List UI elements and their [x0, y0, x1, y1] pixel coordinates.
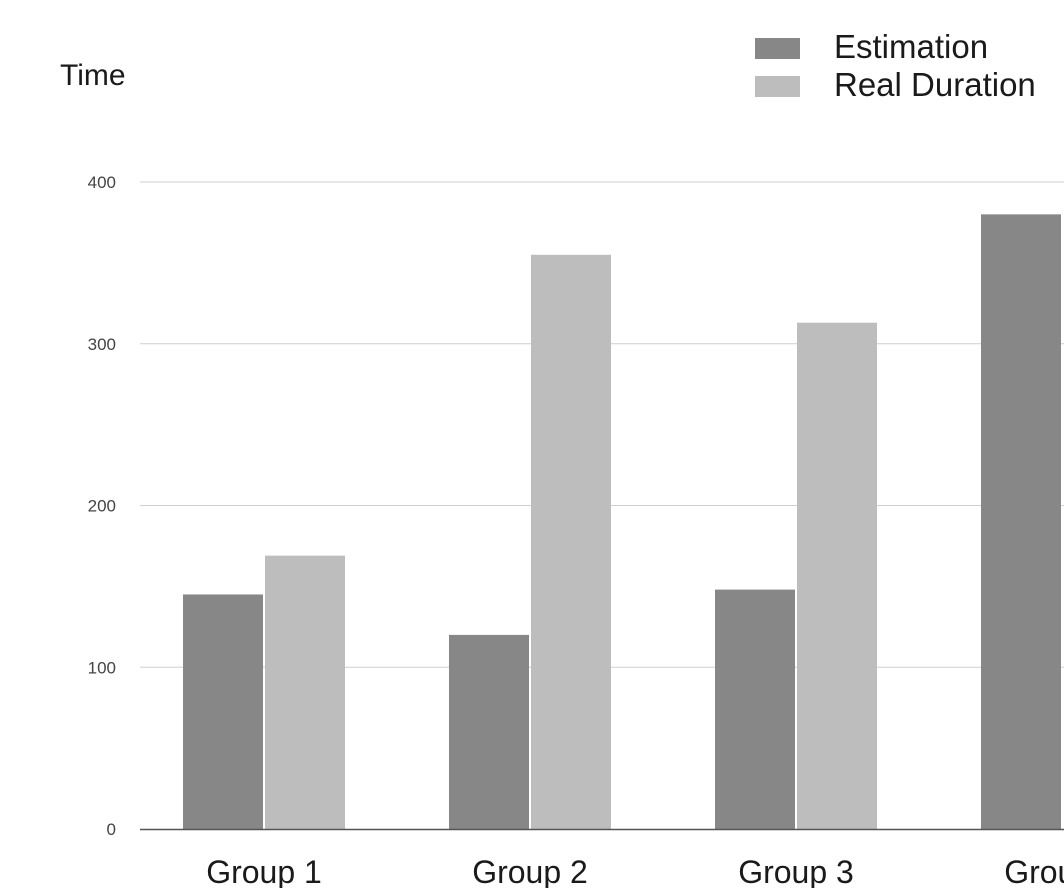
bar-estimation-4	[981, 214, 1061, 830]
bars	[183, 214, 1061, 830]
y-tick-label: 400	[88, 173, 116, 192]
x-category-label: Group 1	[206, 854, 322, 888]
x-category-labels: Group 1 Group 2 Group 3 Group 4	[206, 854, 1064, 888]
legend-swatch	[755, 76, 800, 97]
legend-label: Estimation	[834, 28, 988, 65]
legend-label: Real Duration	[834, 66, 1036, 103]
bar-estimation-1	[183, 594, 263, 829]
y-axis-title: Time	[60, 59, 126, 92]
bar-real-duration-2	[531, 254, 611, 830]
x-category-label: Group 3	[738, 854, 854, 888]
bar-estimation-3	[715, 589, 795, 829]
bar-real-duration-3	[797, 322, 877, 829]
y-tick-label: 100	[88, 658, 116, 677]
legend-swatch	[755, 38, 800, 59]
bar-estimation-2	[449, 634, 529, 829]
x-category-label: Group 4	[1004, 854, 1064, 888]
y-tick-label: 200	[88, 497, 116, 516]
y-tick-label: 300	[88, 335, 116, 354]
y-tick-labels: 0 100 200 300 400	[88, 173, 116, 839]
y-tick-label: 0	[107, 820, 116, 839]
x-category-label: Group 2	[472, 854, 588, 888]
bar-real-duration-1	[265, 555, 345, 829]
